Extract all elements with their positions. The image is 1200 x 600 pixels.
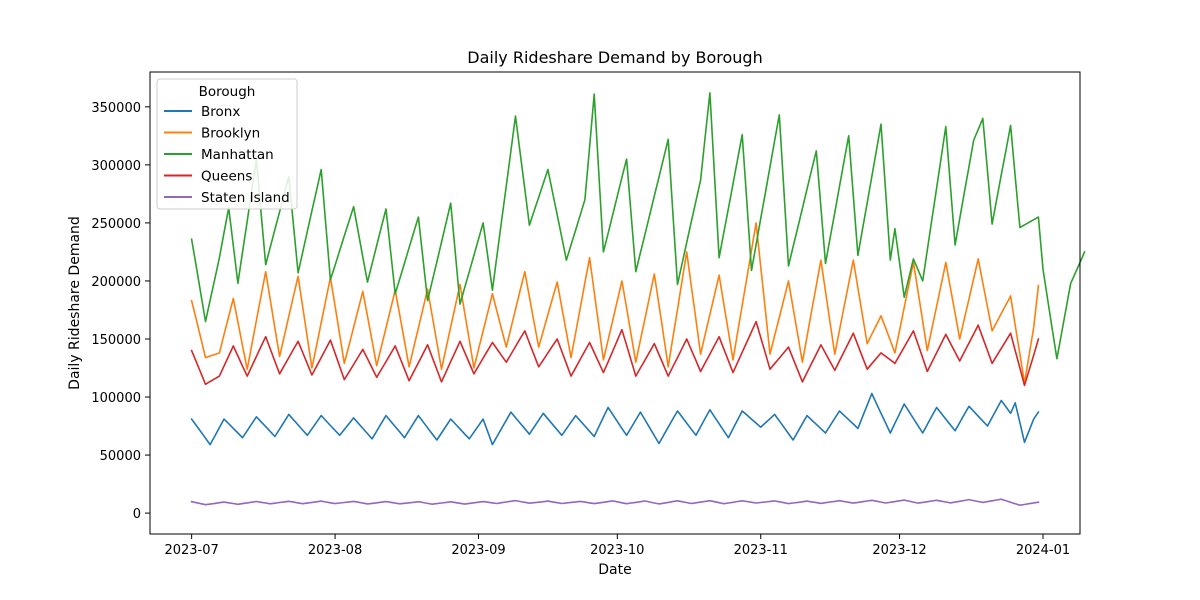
x-tick-label: 2023-07 xyxy=(164,543,218,558)
legend-label-queens: Queens xyxy=(201,169,252,185)
legend-label-brooklyn: Brooklyn xyxy=(201,126,260,142)
y-axis: 0 50000 100000 150000 200000 250000 300000 3500… xyxy=(91,101,150,522)
y-tick-label: 300000 xyxy=(91,159,141,174)
series-line-bronx xyxy=(190,392,1040,446)
x-axis: 2023-07 2023-08 2023-09 2023-10 2023-11 2023-… xyxy=(164,534,1070,558)
x-tick-label: 2023-11 xyxy=(734,543,788,558)
plot-background xyxy=(150,72,1080,534)
series-line-queens xyxy=(190,320,1040,387)
series-layer xyxy=(190,92,1086,506)
series-line-manhattan xyxy=(190,92,1086,360)
legend-entries: Bronx Brooklyn Manhattan Queens Staten Islan… xyxy=(164,104,290,206)
x-tick-label: 2024-01 xyxy=(1016,543,1070,558)
legend-title: Borough xyxy=(199,84,256,100)
y-tick-label: 350000 xyxy=(91,101,141,116)
plot-area xyxy=(149,71,1086,535)
x-tick-label: 2023-08 xyxy=(308,543,362,558)
x-tick-label: 2023-09 xyxy=(451,543,505,558)
y-tick-label: 100000 xyxy=(91,391,141,406)
y-tick-label: 0 xyxy=(133,507,141,522)
series-line-brooklyn xyxy=(190,222,1040,384)
y-tick-label: 50000 xyxy=(100,449,141,464)
series-line-staten-island xyxy=(190,498,1040,506)
y-tick-label: 150000 xyxy=(91,333,141,348)
legend: Borough Bronx Brooklyn Manhattan Queens Stat… xyxy=(156,78,298,210)
legend-label-bronx: Bronx xyxy=(201,104,240,120)
y-axis-title: Daily Rideshare Demand xyxy=(67,216,83,390)
chart-title: Daily Rideshare Demand by Borough xyxy=(467,48,762,67)
y-tick-label: 250000 xyxy=(91,217,141,232)
legend-label-manhattan: Manhattan xyxy=(201,147,274,163)
x-tick-label: 2023-10 xyxy=(590,543,644,558)
y-tick-label: 200000 xyxy=(91,275,141,290)
legend-label-staten-island: Staten Island xyxy=(201,190,290,206)
x-tick-label: 2023-12 xyxy=(872,543,926,558)
plot-frame xyxy=(149,71,1081,535)
x-axis-title: Date xyxy=(598,562,631,578)
